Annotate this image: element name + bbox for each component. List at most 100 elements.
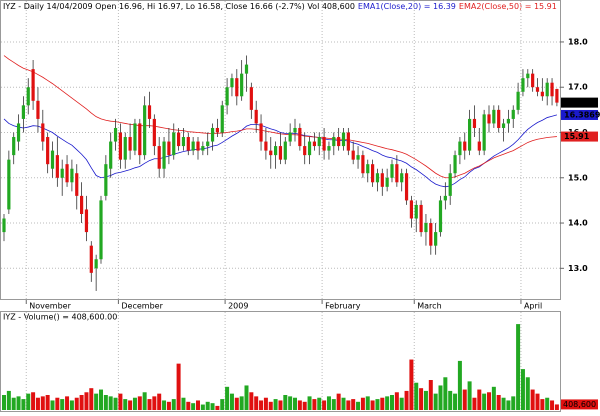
volume-bar xyxy=(511,396,516,410)
candle-body xyxy=(186,137,190,151)
candle-body xyxy=(404,173,409,201)
candle-body xyxy=(128,137,132,151)
volume-bar xyxy=(525,377,530,410)
candle-body xyxy=(307,141,312,156)
candle-body xyxy=(463,141,467,151)
volume-bar xyxy=(157,393,162,410)
volume-bar xyxy=(186,401,191,410)
candle-body xyxy=(99,200,103,260)
candle-body xyxy=(201,146,205,151)
volume-bar xyxy=(65,396,70,410)
volume-bar xyxy=(31,392,36,410)
volume-bar xyxy=(554,404,559,410)
candle-body xyxy=(191,141,195,151)
volume-bar xyxy=(259,400,264,410)
candle-body xyxy=(531,73,535,88)
candle-body xyxy=(458,141,462,156)
volume-panel xyxy=(0,311,561,412)
ema-line xyxy=(3,114,558,188)
volume-bar xyxy=(336,393,341,410)
candle-body xyxy=(511,109,515,119)
candle-body xyxy=(390,164,394,178)
candle-body xyxy=(36,100,40,119)
candle-body xyxy=(341,132,346,147)
candle-body xyxy=(555,89,559,103)
volume-bar xyxy=(128,400,133,410)
volume-bar xyxy=(487,392,491,410)
candle-body xyxy=(506,118,510,124)
volume-bar xyxy=(472,397,477,410)
volume-bar xyxy=(249,392,254,410)
candle-body xyxy=(395,164,399,183)
candle-body xyxy=(516,91,520,110)
volume-bar xyxy=(108,396,113,410)
candle-body xyxy=(419,204,423,233)
volume-bar xyxy=(79,395,84,410)
volume-bar xyxy=(21,399,26,410)
volume-bar xyxy=(268,401,273,410)
volume-bar xyxy=(55,397,60,410)
candle-body xyxy=(501,123,506,128)
candle-body xyxy=(235,78,239,97)
volume-bar xyxy=(346,400,351,410)
candle-body xyxy=(303,146,307,156)
volume-bar xyxy=(113,397,118,410)
candle-body xyxy=(322,137,326,151)
volume-bar xyxy=(99,389,103,410)
volume-bar xyxy=(443,377,448,410)
volume-bar xyxy=(147,399,152,410)
candle-body xyxy=(332,137,336,147)
x-tick-label: 2009 xyxy=(228,302,248,311)
candle-body xyxy=(468,118,472,151)
y-tick-label: 13.0 xyxy=(568,264,588,273)
volume-bar xyxy=(419,388,424,410)
volume-bar xyxy=(137,396,142,410)
legend-ema2: EMA2(Close,50) = 15.91 xyxy=(459,2,557,11)
candle-body xyxy=(118,132,122,160)
chart-title: IYZ - Daily 14/04/2009 Open 16.96, Hi 16… xyxy=(3,2,355,11)
candle-body xyxy=(167,141,171,156)
candle-body xyxy=(177,132,181,147)
volume-tag xyxy=(561,399,598,410)
volume-bar xyxy=(491,386,496,410)
candle-body xyxy=(346,132,350,151)
volume-bar xyxy=(394,392,399,410)
volume-bar xyxy=(45,395,50,410)
candle-body xyxy=(521,78,525,92)
candle-body xyxy=(366,164,370,174)
candle-body xyxy=(312,141,316,147)
candle-body xyxy=(264,141,268,151)
volume-bar xyxy=(501,397,506,410)
volume-bar xyxy=(467,381,472,410)
candle-body xyxy=(31,69,35,101)
candle-body xyxy=(375,173,380,183)
candle-body xyxy=(361,155,365,174)
volume-bar xyxy=(535,393,540,410)
volume-bar xyxy=(312,399,317,410)
y-tick-label: 17.0 xyxy=(568,83,588,92)
candle-body xyxy=(317,137,321,147)
volume-bar xyxy=(433,393,438,410)
candle-body xyxy=(172,132,176,156)
volume-bar xyxy=(205,401,210,410)
volume-bar xyxy=(171,399,176,410)
volume-bar xyxy=(385,396,390,410)
candle-body xyxy=(400,173,404,183)
volume-bar xyxy=(404,390,409,410)
candle-body xyxy=(438,200,443,233)
price-tag xyxy=(561,97,598,108)
candle-body xyxy=(526,73,530,79)
volume-bar xyxy=(462,389,467,410)
volume-bar xyxy=(94,393,99,410)
volume-bar xyxy=(123,399,128,410)
header: IYZ - Daily 14/04/2009 Open 16.96, Hi 16… xyxy=(3,2,557,11)
candle-body xyxy=(244,64,249,74)
candle-body xyxy=(477,141,481,151)
candle-body xyxy=(181,137,186,147)
volume-bar xyxy=(263,397,268,410)
candle-body xyxy=(540,91,544,97)
x-tick-label: November xyxy=(29,302,71,311)
volume-bar xyxy=(89,388,94,410)
